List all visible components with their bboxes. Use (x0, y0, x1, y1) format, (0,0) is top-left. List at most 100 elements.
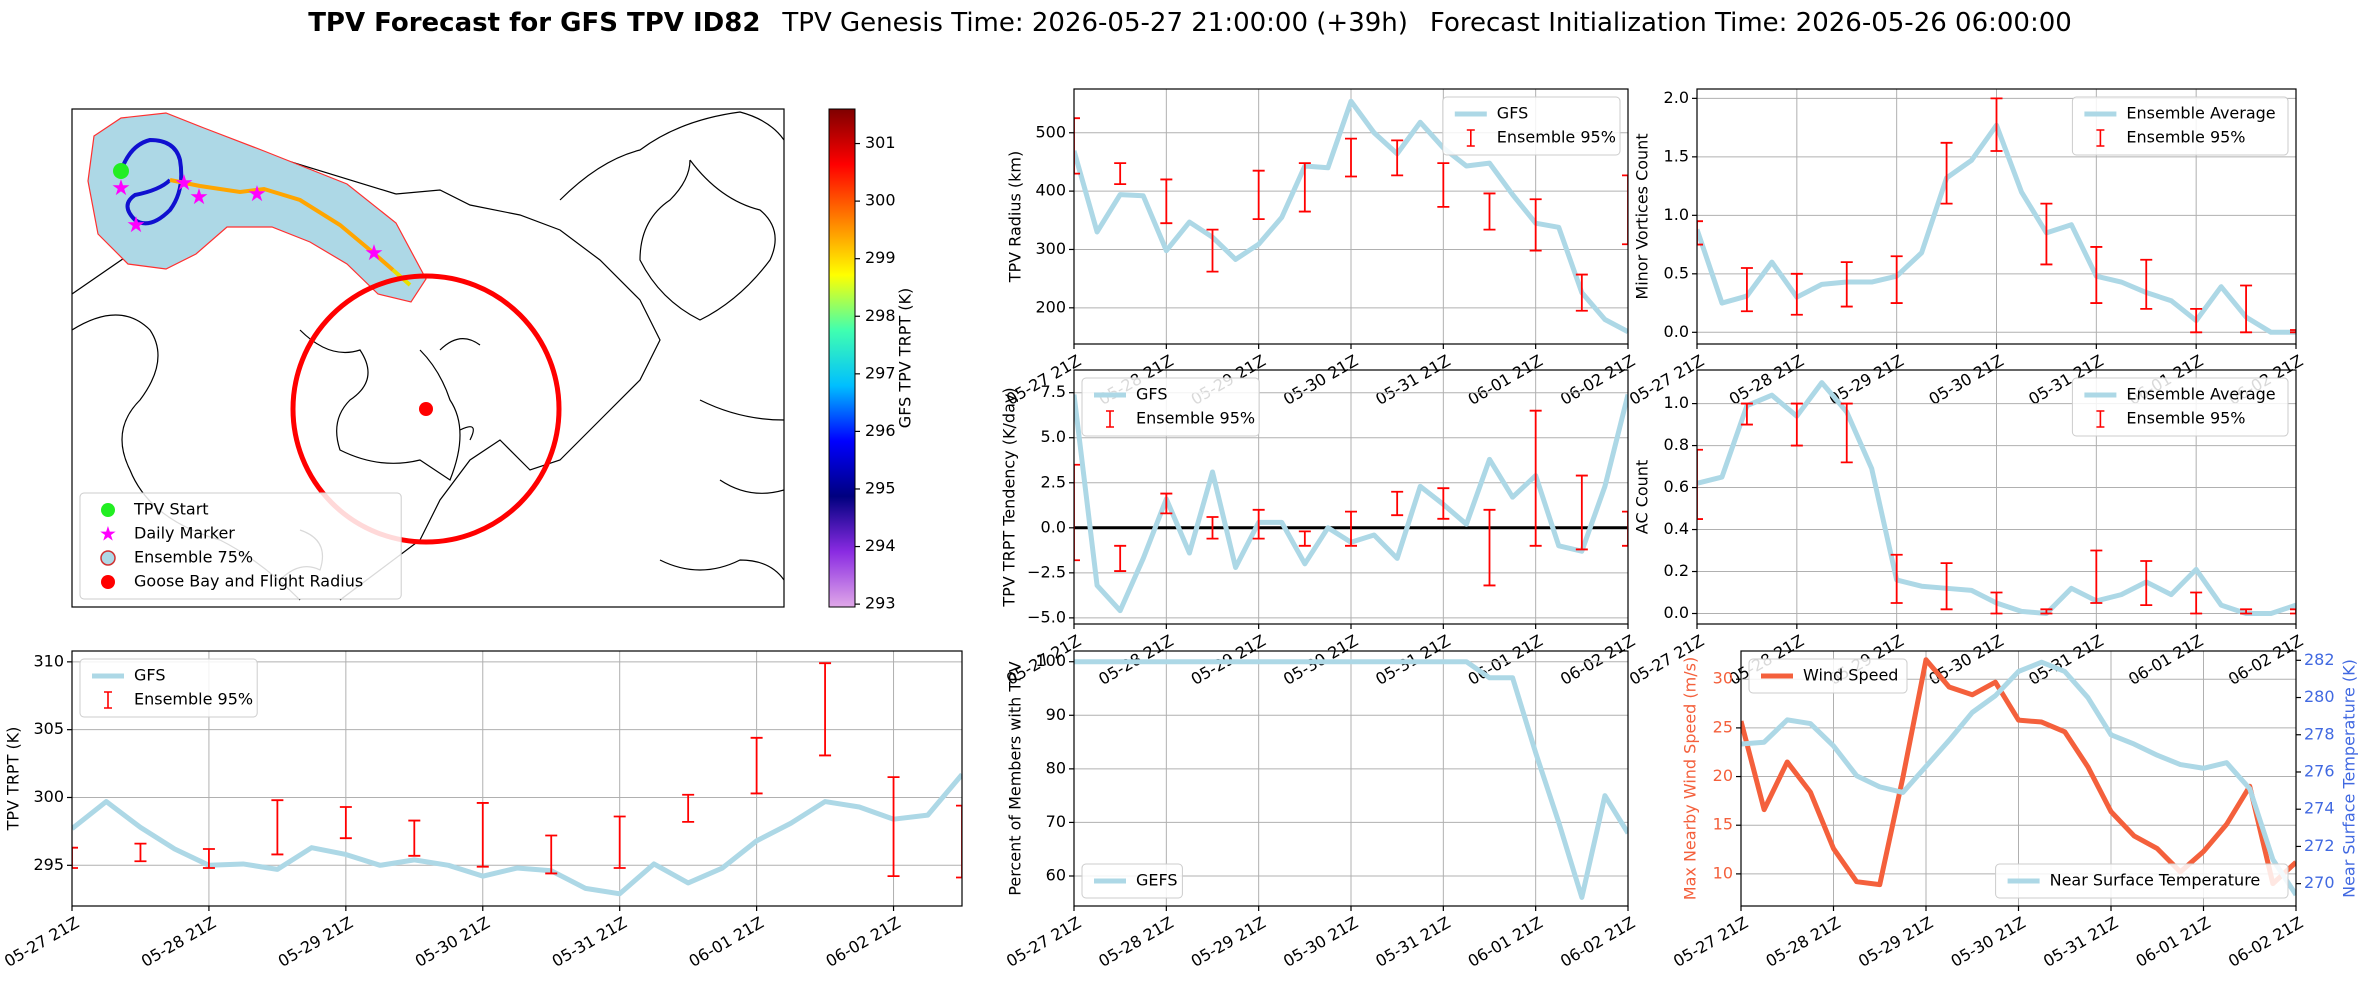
error-bar (1790, 272, 1803, 316)
y-tick-label: 100 (1035, 651, 1066, 670)
legend-label: Wind Speed (1803, 666, 1898, 685)
y-axis-label: TPV TRPT (K) (4, 727, 23, 832)
legend-marker (2096, 129, 2105, 147)
legend-marker (104, 691, 112, 709)
daily-marker: ★ (247, 182, 267, 207)
legend-label: Ensemble 95% (1497, 128, 1616, 147)
error-bar (1074, 463, 1080, 562)
y-tick-label: 500 (1035, 122, 1066, 141)
y2-tick-label: 276 (2304, 761, 2335, 780)
y-axis-label: Percent of Members with TPV (1006, 661, 1025, 895)
y-tick-label: 30 (1713, 669, 1733, 688)
plot-frame (1073, 88, 1629, 345)
error-bar (2240, 284, 2253, 334)
error-bar (1840, 261, 1853, 308)
y-tick-label: 305 (33, 719, 64, 738)
legend-box (79, 658, 258, 718)
legend-box (1081, 377, 1260, 437)
y-tick-label: 0.4 (1664, 519, 1689, 538)
coastline (559, 111, 784, 581)
suptitle-main: TPV Forecast for GFS TPV ID82 (308, 8, 760, 38)
map-content: ★ ★ ★ ★ ★ ★ (72, 111, 784, 601)
error-bar (1790, 402, 1803, 447)
error-bar (202, 848, 215, 869)
error-bar (887, 776, 900, 878)
colorbar-tick-label: 298 (865, 306, 896, 325)
error-bar (819, 662, 832, 757)
plot-area (1697, 97, 2296, 335)
error-bar (1074, 117, 1080, 175)
suptitle-genesis: TPV Genesis Time: 2026-05-27 21:00:00 (+… (781, 8, 1408, 38)
error-bar (1990, 591, 2003, 615)
colorbar-tick-label: 301 (865, 133, 896, 152)
error-bar (1890, 255, 1903, 304)
colorbar-tick-label: 293 (865, 594, 896, 613)
error-bar (2090, 549, 2103, 604)
series-line (72, 772, 962, 897)
error-bar (1483, 192, 1496, 231)
y-tick-label: 0.2 (1664, 561, 1689, 580)
error-bar (2190, 591, 2203, 615)
error-bar (1160, 178, 1173, 225)
error-bar (1529, 198, 1542, 252)
error-bar (1437, 487, 1450, 520)
legend-label: GFS (1497, 104, 1528, 123)
tpv-start (113, 163, 129, 179)
legend-label: GFS (1136, 385, 1167, 404)
y-axis-label: AC Count (1633, 460, 1652, 534)
y-axis-label: Minor Vortices Count (1633, 133, 1652, 299)
y-tick-label: 0.5 (1664, 263, 1689, 282)
legend-label: Ensemble Average (2126, 104, 2275, 123)
colorbar-tick-label: 299 (865, 248, 896, 267)
y2-tick-label: 278 (2304, 724, 2335, 743)
error-bar (1345, 137, 1357, 178)
y-tick-label: 300 (1035, 239, 1066, 258)
legend-marker (101, 503, 115, 517)
error-bar (2290, 329, 2296, 334)
error-bar (339, 806, 352, 840)
y2-tick-label: 272 (2304, 836, 2335, 855)
error-bar (2190, 308, 2203, 334)
y-tick-label: 15 (1713, 815, 1733, 834)
y-tick-label: 400 (1035, 181, 1066, 200)
error-bar (1114, 544, 1127, 572)
y-tick-label: 10 (1713, 863, 1733, 882)
y-tick-label: 1.0 (1664, 393, 1689, 412)
legend-marker (2096, 410, 2105, 428)
error-bar (1483, 508, 1496, 587)
daily-marker: ★ (189, 185, 209, 210)
legend-label: GFS (134, 666, 165, 685)
error-bar (1697, 448, 1703, 520)
plot-frame (1740, 650, 2297, 907)
plot-frame (1073, 369, 1629, 625)
legend-label: Goose Bay and Flight Radius (134, 572, 363, 591)
daily-marker: ★ (126, 213, 146, 238)
daily-marker: ★ (364, 241, 384, 266)
colorbar-tick-label: 297 (865, 363, 896, 382)
error-bar (1940, 562, 1953, 611)
error-bar (1740, 267, 1753, 313)
error-bar (1252, 169, 1265, 221)
error-bar (956, 804, 962, 879)
y-tick-label: −2.5 (1027, 562, 1066, 581)
error-bar (1529, 409, 1542, 547)
colorbar-label: GFS TPV TRPT (K) (896, 288, 915, 428)
error-bar (1345, 510, 1357, 547)
series-line (1741, 657, 2296, 888)
y-tick-label: 0.0 (1664, 322, 1689, 341)
y-tick-label: 2.5 (1041, 472, 1066, 491)
y-tick-label: −5.0 (1027, 607, 1066, 626)
y-tick-label: 310 (33, 651, 64, 670)
error-bar (2290, 608, 2296, 615)
y2-tick-label: 270 (2304, 873, 2335, 892)
error-bar (1890, 553, 1903, 604)
legend-box (1748, 658, 1908, 694)
error-bar (1940, 141, 1953, 205)
plot-area (1741, 657, 2296, 897)
y-tick-label: 0.8 (1664, 435, 1689, 454)
error-bar (72, 846, 78, 869)
error-bar (1575, 474, 1588, 551)
error-bar (2090, 246, 2103, 304)
plot-frame (1073, 650, 1629, 907)
